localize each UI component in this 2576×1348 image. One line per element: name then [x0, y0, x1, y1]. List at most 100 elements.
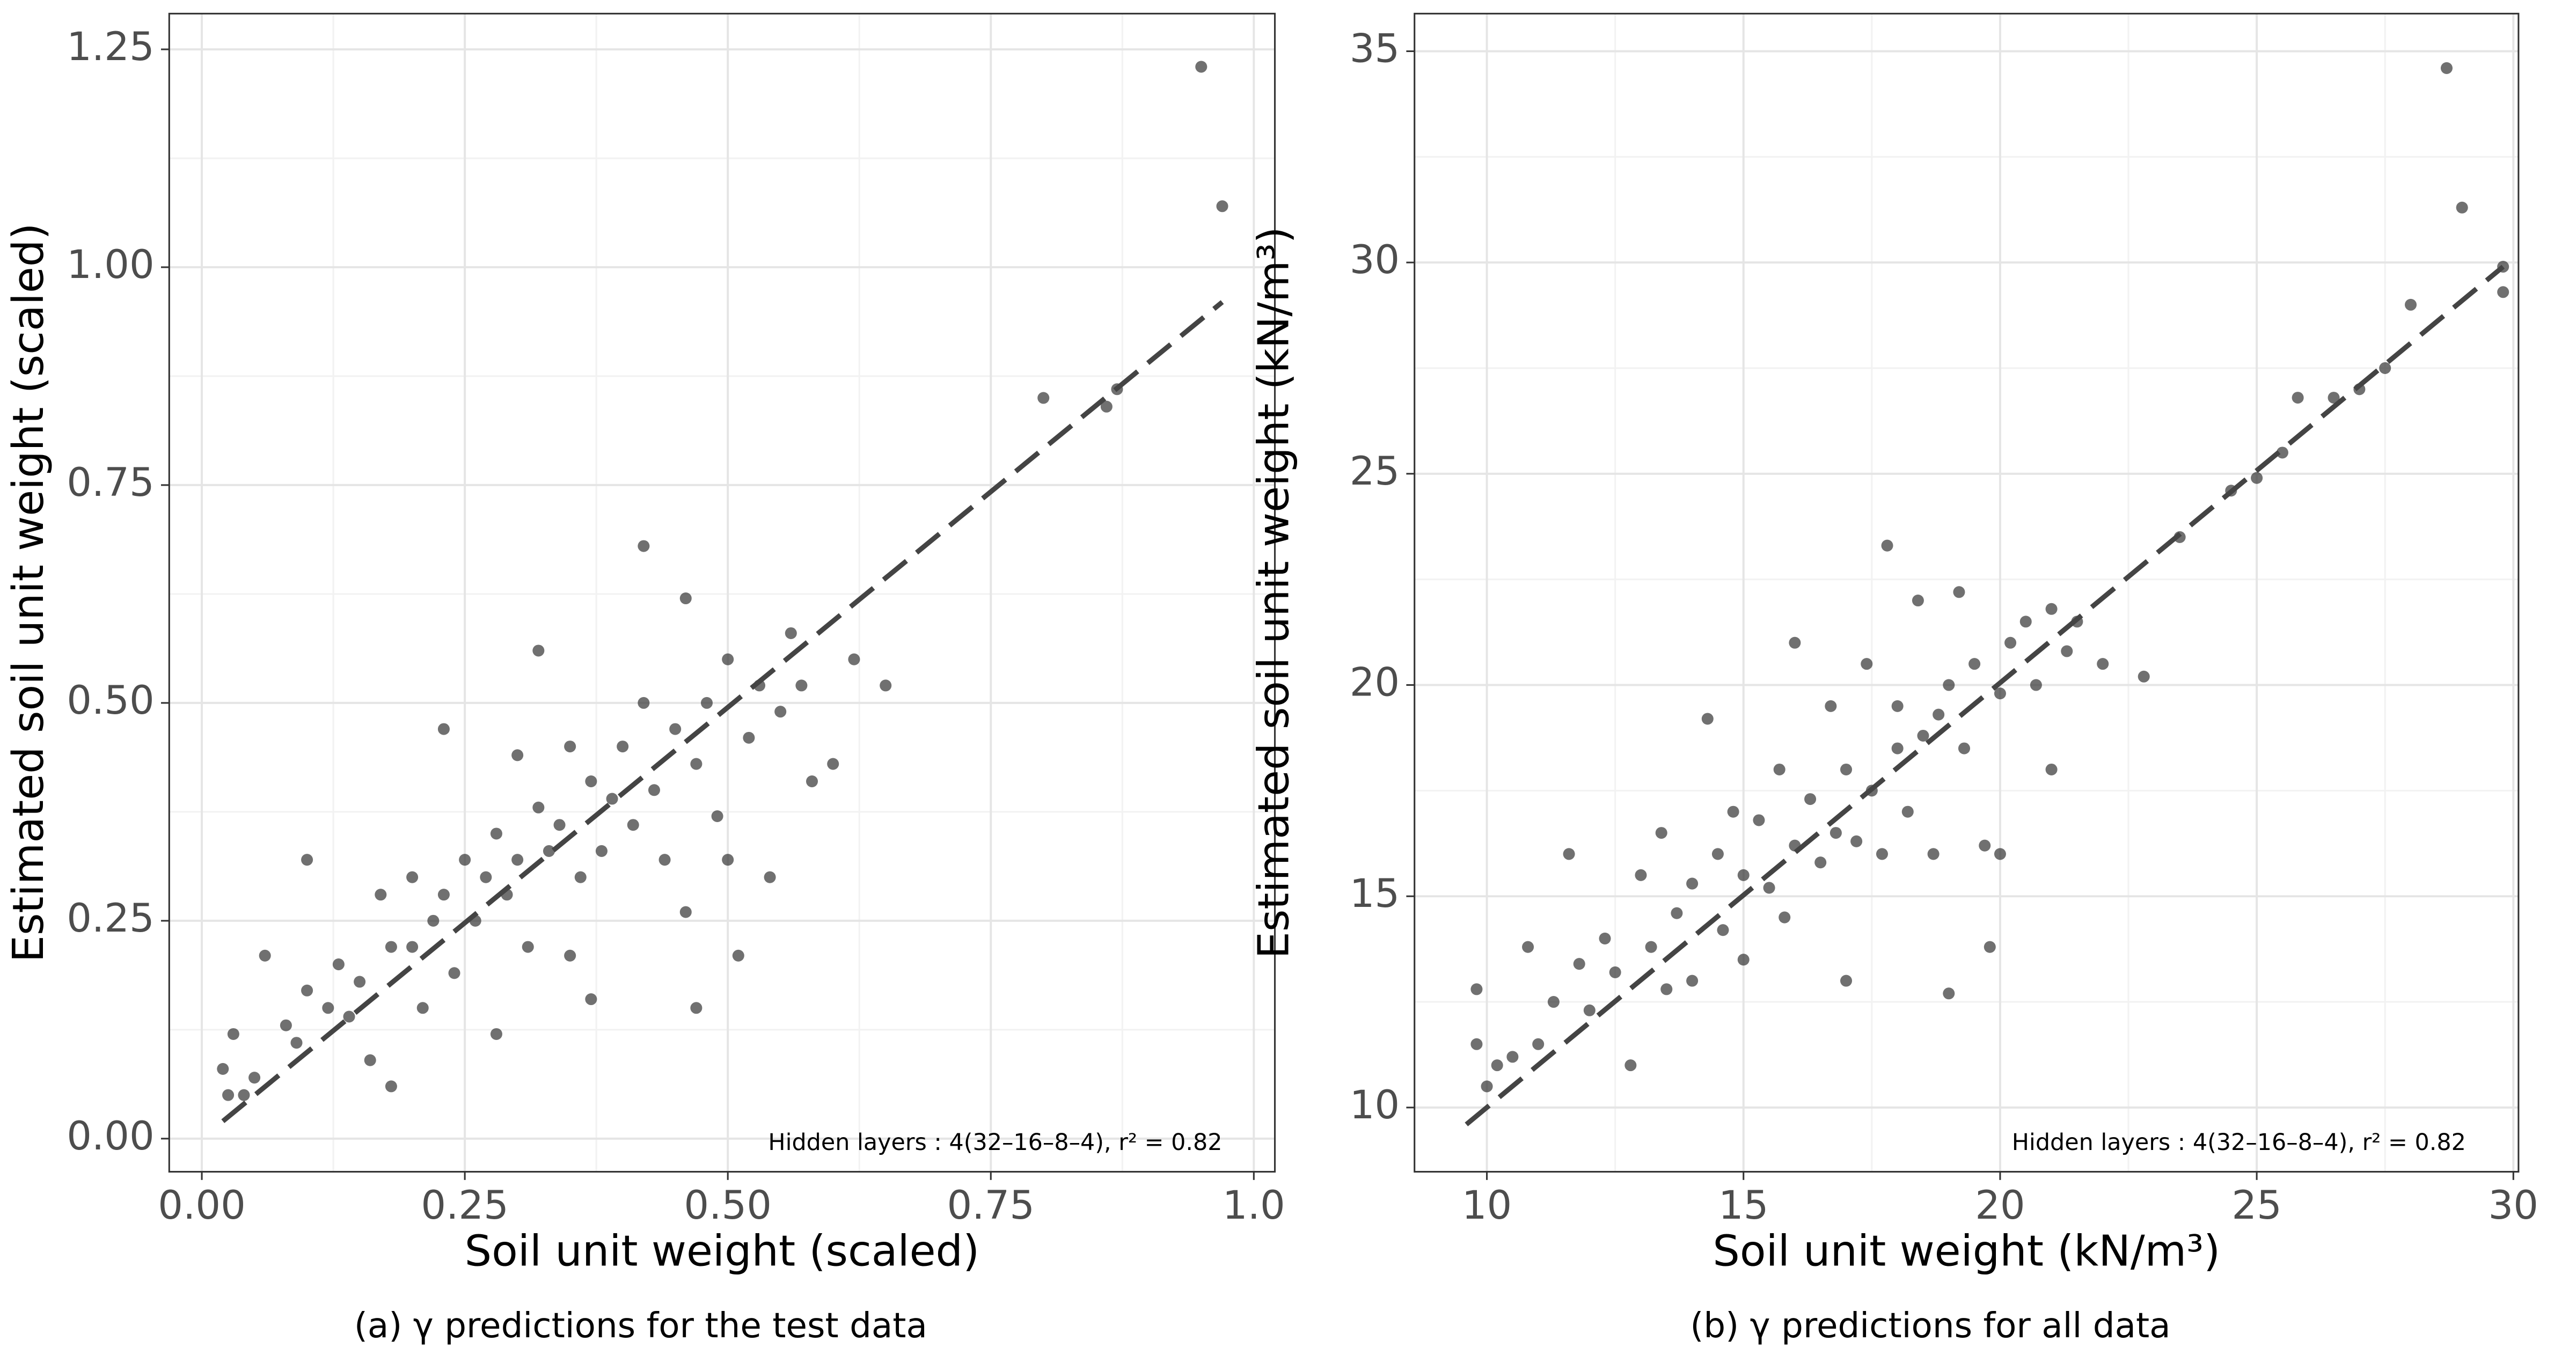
point — [1037, 392, 1050, 404]
point — [2045, 763, 2058, 776]
point — [1599, 932, 1611, 944]
point — [259, 949, 271, 962]
point — [1917, 729, 1929, 742]
point — [2328, 392, 2340, 404]
panel-border — [168, 12, 1276, 1173]
point — [354, 976, 366, 988]
point — [648, 784, 660, 796]
point — [574, 871, 587, 883]
fit-line — [221, 300, 1224, 1123]
point — [364, 1054, 376, 1066]
point — [2138, 670, 2150, 683]
point — [1968, 658, 1981, 670]
point — [217, 1063, 229, 1075]
point — [1984, 941, 1996, 953]
y-tick-label: 0.00 — [67, 1113, 155, 1159]
point — [585, 993, 597, 1006]
point — [1850, 835, 1863, 847]
point — [1195, 61, 1208, 73]
x-tick-label: 1.0 — [1223, 1183, 1285, 1228]
point — [290, 1037, 303, 1049]
point — [1727, 805, 1739, 818]
point — [848, 653, 860, 665]
caption: (b) γ predictions for all data — [1690, 1306, 2170, 1346]
point — [1825, 700, 1837, 712]
point — [595, 845, 608, 857]
point — [1804, 793, 1817, 805]
y-tick-label: 0.25 — [67, 896, 155, 941]
caption: (a) γ predictions for the test data — [354, 1306, 927, 1346]
point — [2456, 201, 2468, 214]
point — [827, 758, 839, 770]
point — [375, 889, 387, 901]
point — [511, 749, 524, 761]
y-tick-label: 0.75 — [67, 460, 155, 506]
x-axis-title: Soil unit weight (scaled) — [465, 1226, 979, 1276]
point — [343, 1010, 355, 1023]
point — [1773, 763, 1785, 776]
point — [2379, 362, 2391, 375]
y-tick-label: 20 — [1350, 660, 1400, 706]
point — [2497, 286, 2509, 298]
point — [1506, 1051, 1519, 1063]
y-tick-label: 25 — [1350, 449, 1400, 494]
point — [679, 906, 692, 918]
point — [1861, 658, 1873, 670]
point — [1881, 539, 1893, 552]
point — [1840, 975, 1853, 987]
point — [2004, 636, 2017, 649]
point — [1216, 200, 1228, 213]
x-tick-label: 0.00 — [158, 1183, 246, 1228]
point — [1701, 713, 1714, 725]
fit-line — [1465, 265, 2505, 1126]
point — [1737, 869, 1750, 881]
point — [2030, 679, 2042, 691]
y-tick-label: 15 — [1350, 871, 1400, 917]
y-tick-label: 30 — [1350, 237, 1400, 283]
x-tick-label: 0.75 — [947, 1183, 1035, 1228]
point — [1686, 877, 1699, 890]
annotation: Hidden layers : 4(32–16–8–4), r² = 0.82 — [768, 1129, 1222, 1156]
point — [795, 679, 808, 692]
point — [1717, 924, 1729, 936]
point — [679, 592, 692, 605]
point — [2251, 472, 2263, 484]
point — [1624, 1059, 1637, 1072]
point — [1943, 987, 1955, 1000]
point — [222, 1089, 235, 1101]
point — [785, 627, 797, 640]
point — [700, 697, 713, 709]
point — [416, 1002, 429, 1014]
point — [1645, 941, 1657, 953]
point — [448, 967, 460, 979]
x-tick-label: 10 — [1462, 1183, 1512, 1228]
point — [722, 653, 734, 665]
point — [1840, 763, 1853, 776]
point — [1547, 996, 1560, 1008]
point — [238, 1089, 250, 1101]
point — [280, 1019, 292, 1031]
point — [585, 775, 597, 788]
point — [385, 941, 397, 953]
point — [1491, 1059, 1503, 1072]
point — [248, 1072, 261, 1084]
point — [459, 854, 471, 866]
point — [1753, 814, 1765, 826]
point — [1958, 742, 1971, 754]
point — [1635, 869, 1647, 881]
point — [564, 949, 576, 962]
point — [553, 819, 566, 831]
point — [1470, 1038, 1483, 1050]
point — [2440, 62, 2453, 74]
y-tick-label: 1.25 — [67, 24, 155, 70]
point — [1583, 1004, 1596, 1016]
point — [1737, 954, 1750, 966]
point — [669, 723, 682, 735]
point — [1814, 856, 1827, 869]
point — [437, 723, 450, 735]
point — [480, 871, 492, 883]
annotation: Hidden layers : 4(32–16–8–4), r² = 0.82 — [2012, 1129, 2466, 1156]
point — [406, 871, 419, 883]
point — [743, 731, 755, 744]
point — [638, 540, 650, 552]
